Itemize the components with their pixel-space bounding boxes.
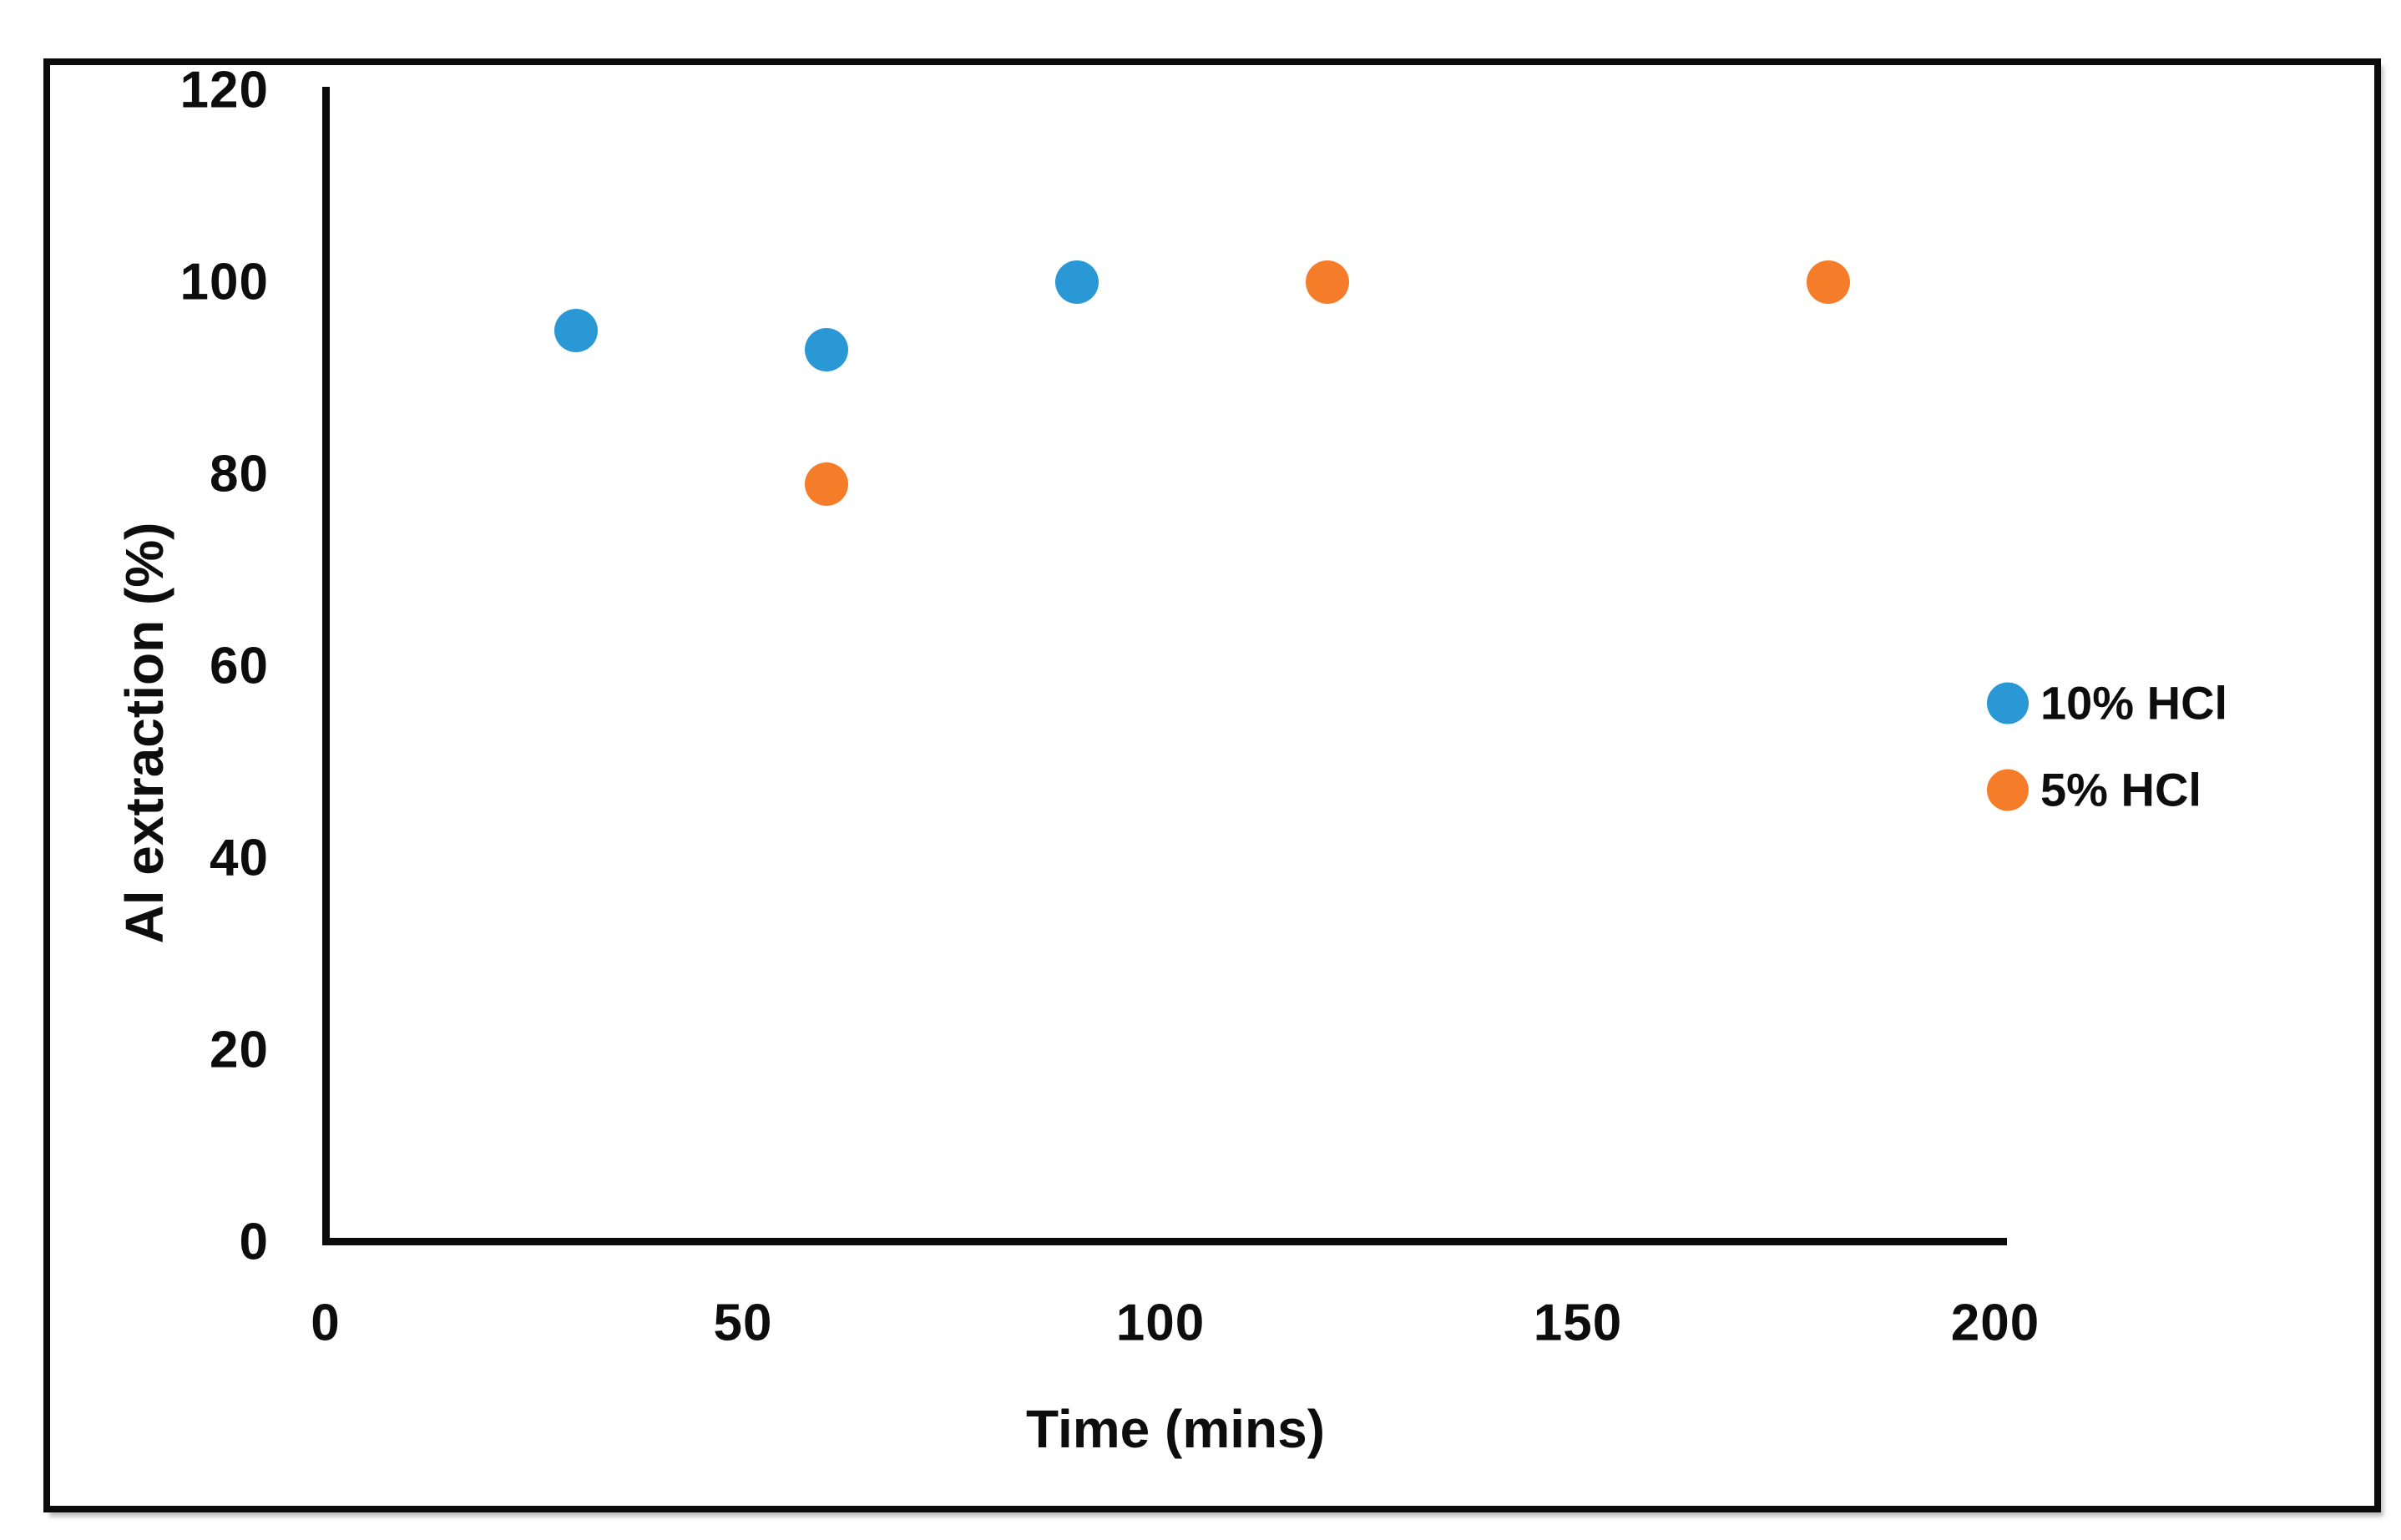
y-tick-label-0: 0 [239, 1213, 269, 1271]
y-axis-line [322, 87, 330, 1245]
scatter-point-5-hcl-x180 [1807, 260, 1850, 304]
x-tick-label-0: 0 [311, 1294, 341, 1352]
y-tick-label-40: 40 [210, 829, 269, 887]
legend-label-10-hcl: 10% HCl [2040, 676, 2228, 730]
scatter-point-5-hcl-x60 [805, 462, 848, 506]
x-tick-label-50: 50 [713, 1294, 773, 1352]
x-tick-label-200: 200 [1950, 1294, 2040, 1352]
y-axis-title: Al extraction (%) [114, 522, 174, 944]
x-tick-label-100: 100 [1115, 1294, 1206, 1352]
legend-marker-icon-10-hcl [1987, 682, 2029, 724]
scatter-point-10-hcl-x30 [554, 308, 598, 352]
legend-label-5-hcl: 5% HCl [2040, 763, 2201, 816]
y-tick-label-80: 80 [210, 445, 269, 503]
legend-item-10-hcl: 10% HCl [1987, 676, 2227, 730]
x-tick-label-150: 150 [1533, 1294, 1623, 1352]
scatter-point-10-hcl-x60 [805, 327, 848, 371]
y-tick-label-60: 60 [210, 637, 269, 695]
x-axis-title: Time (mins) [1026, 1399, 1325, 1459]
scatter-point-5-hcl-x120 [1306, 260, 1349, 304]
y-tick-label-100: 100 [179, 253, 269, 311]
legend-item-5-hcl: 5% HCl [1987, 763, 2201, 817]
y-tick-label-20: 20 [210, 1021, 269, 1079]
legend-marker-icon-5-hcl [1987, 769, 2029, 810]
x-axis-line [322, 1238, 2007, 1245]
y-tick-label-120: 120 [179, 61, 269, 119]
scatter-point-10-hcl-x90 [1055, 260, 1099, 304]
